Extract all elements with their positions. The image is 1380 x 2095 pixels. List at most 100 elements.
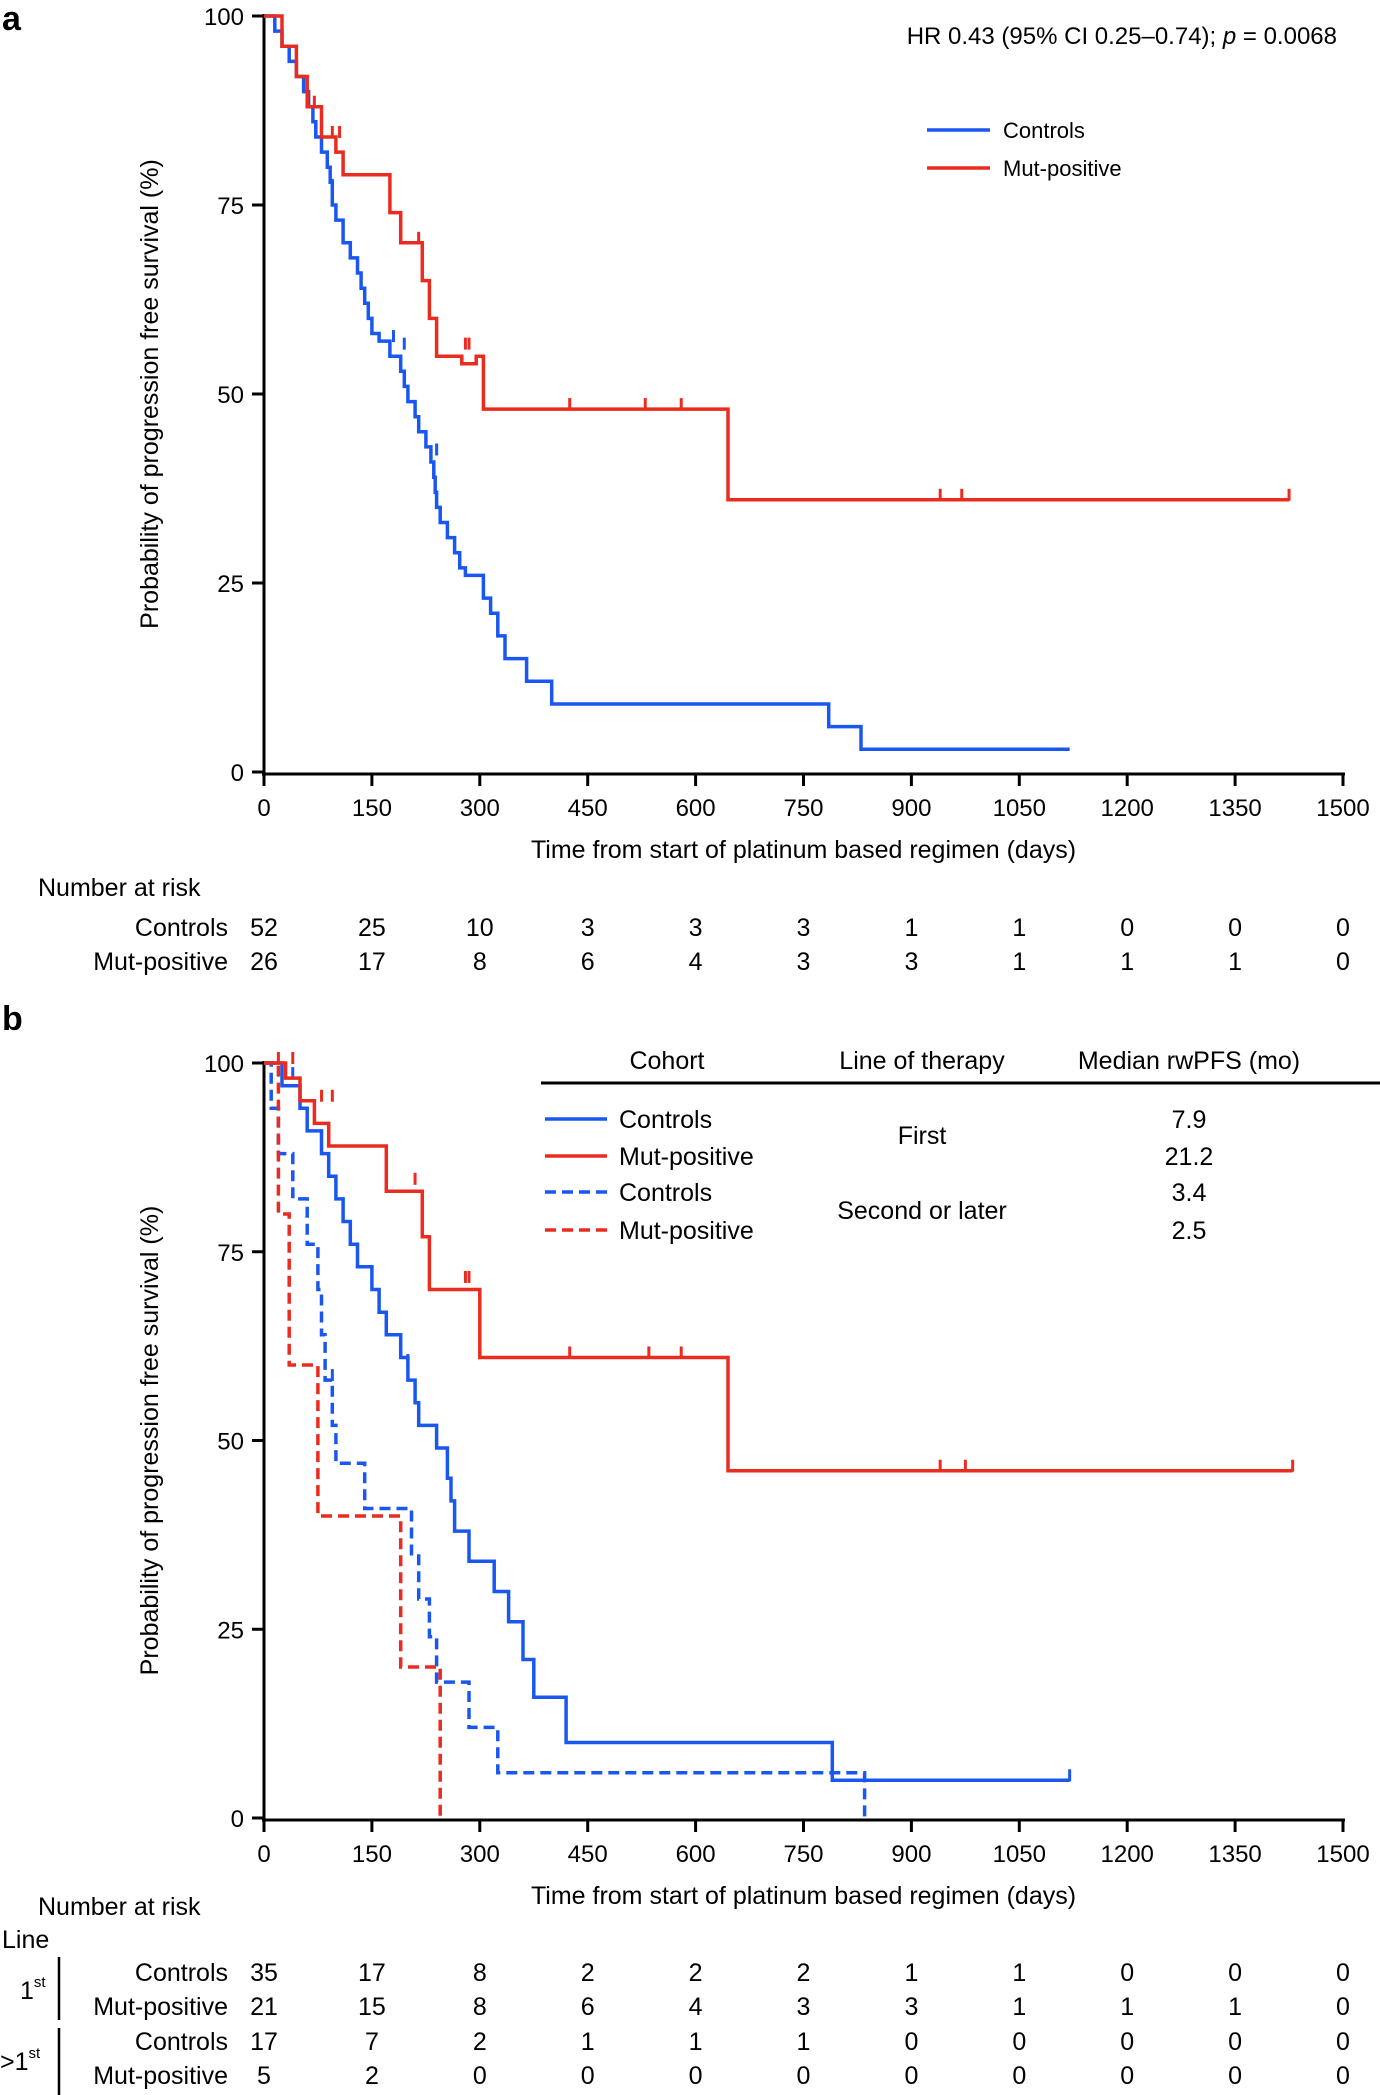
y-tick-label: 50	[217, 382, 244, 409]
risk-count: 0	[1120, 2062, 1134, 2090]
risk-count: 0	[904, 2062, 918, 2090]
hazard-ratio-text: HR 0.43 (95% CI 0.25–0.74); p = 0.0068	[907, 23, 1337, 50]
km-curve	[264, 14, 1070, 752]
risk-count: 0	[1336, 2028, 1350, 2056]
x-axis-title: Time from start of platinum based regime…	[531, 836, 1076, 864]
risk-count: 1	[1012, 948, 1026, 976]
risk-count: 35	[250, 1959, 278, 1987]
risk-count: 0	[1228, 2028, 1242, 2056]
risk-b-values: 35 17 8 2 2 2 1 1 0 0 021 15 8 6 4 3 3 1 1 1 017 7 2 1 1 1 0 0 0 0 05 2…	[250, 1959, 1350, 2090]
risk-count: 6	[581, 1993, 595, 2021]
risk-count: 3	[581, 914, 595, 942]
risk-count: 1	[1228, 1993, 1242, 2021]
y-tick-label: 75	[217, 193, 244, 220]
table-cohort-mut-later: Mut-positive	[619, 1217, 754, 1245]
risk-count: 1	[797, 2028, 811, 2056]
x-axis-title: Time from start of platinum based regime…	[531, 1882, 1076, 1910]
risk-count: 17	[358, 1959, 386, 1987]
panel-a-letter: a	[2, 0, 22, 38]
panel-b-letter: b	[2, 1000, 23, 1038]
x-tick-label: 450	[568, 795, 608, 822]
risk-heading-b: Number at risk	[38, 1893, 201, 1921]
y-tick-label: 25	[217, 571, 244, 598]
y-tick-label: 100	[204, 1051, 244, 1078]
x-tick-label: 0	[257, 795, 270, 822]
table-median-controls-later: 3.4	[1172, 1179, 1207, 1207]
km-curve	[264, 14, 1289, 502]
risk-count: 4	[689, 1993, 703, 2021]
risk-count: 0	[1120, 914, 1134, 942]
curves-a	[264, 14, 1291, 752]
risk-count: 1	[1012, 1993, 1026, 2021]
risk-count: 8	[473, 1993, 487, 2021]
risk-count: 1	[904, 1959, 918, 1987]
x-tick-label: 900	[891, 1841, 931, 1868]
risk-count: 7	[365, 2028, 379, 2056]
risk-count: 3	[904, 1993, 918, 2021]
panel-a: a HR 0.43 (95% CI 0.25–0.74); p = 0.0068…	[2, 0, 1370, 976]
km-curve	[264, 1061, 442, 1818]
risk-count: 2	[581, 1959, 595, 1987]
risk-count: 0	[1012, 2028, 1026, 2056]
axes-a: 0 25 50 75 100 0 150 300 450 600 750 900 1050 1200 135…	[136, 4, 1370, 864]
km-curve	[264, 1061, 867, 1818]
y-axis-title: Probability of progression free survival…	[136, 159, 164, 629]
x-tick-label: 900	[891, 795, 931, 822]
table-median-mut-later: 2.5	[1172, 1217, 1207, 1245]
risk-count: 0	[1336, 948, 1350, 976]
risk-a-controls-label: Controls	[135, 914, 228, 942]
median-table: Cohort Line of therapy Median rwPFS (mo)…	[541, 1047, 1380, 1245]
axes-b: 0 25 50 75 100 0 150 300 450 600 750 900 1050 1200 135…	[136, 1051, 1370, 1910]
risk-count: 2	[365, 2062, 379, 2090]
risk-count: 52	[250, 914, 278, 942]
risk-count: 4	[689, 948, 703, 976]
y-tick-label: 50	[217, 1429, 244, 1456]
y-tick-label: 75	[217, 1240, 244, 1267]
risk-count: 1	[1012, 914, 1026, 942]
risk-count: 0	[1012, 2062, 1026, 2090]
risk-heading-a: Number at risk	[38, 874, 201, 902]
legend-a: Controls Mut-positive	[927, 118, 1122, 181]
risk-b-g1-controls-label: Controls	[135, 1959, 228, 1987]
risk-count: 1	[904, 914, 918, 942]
y-tick-label: 0	[231, 1806, 244, 1833]
x-tick-label: 1200	[1101, 1841, 1154, 1868]
x-tick-label: 150	[352, 1841, 392, 1868]
risk-count: 10	[466, 914, 494, 942]
risk-table-a: Number at risk Controls Mut-positive 52 2…	[38, 874, 1350, 976]
risk-count: 3	[904, 948, 918, 976]
risk-b-g2-mut-label: Mut-positive	[93, 2062, 228, 2090]
x-tick-label: 750	[783, 1841, 823, 1868]
risk-count: 0	[473, 2062, 487, 2090]
risk-count: 3	[797, 948, 811, 976]
table-cohort-controls-first: Controls	[619, 1106, 712, 1134]
y-tick-label: 0	[231, 760, 244, 787]
x-tick-label: 0	[257, 1841, 270, 1868]
risk-count: 2	[473, 2028, 487, 2056]
table-cohort-mut-first: Mut-positive	[619, 1143, 754, 1171]
risk-count: 26	[250, 948, 278, 976]
x-tick-label: 1500	[1316, 795, 1369, 822]
risk-count: 1	[1120, 948, 1134, 976]
risk-count: 1	[1012, 1959, 1026, 1987]
x-tick-label: 600	[676, 1841, 716, 1868]
risk-count: 0	[1228, 1959, 1242, 1987]
risk-b-g2-controls-label: Controls	[135, 2028, 228, 2056]
table-median-mut-first: 21.2	[1165, 1143, 1214, 1171]
x-tick-label: 300	[460, 1841, 500, 1868]
risk-group-1-label: 1st	[20, 1974, 46, 2005]
km-curve	[264, 1061, 1293, 1473]
risk-count: 15	[358, 1993, 386, 2021]
risk-count: 1	[1228, 948, 1242, 976]
risk-count: 0	[1120, 1959, 1134, 1987]
risk-b-g1-mut-label: Mut-positive	[93, 1993, 228, 2021]
risk-count: 8	[473, 948, 487, 976]
risk-count: 2	[689, 1959, 703, 1987]
risk-count: 1	[581, 2028, 595, 2056]
risk-a-mut-label: Mut-positive	[93, 948, 228, 976]
legend-a-controls-label: Controls	[1003, 118, 1085, 143]
y-axis-title: Probability of progression free survival…	[136, 1206, 164, 1676]
risk-count: 0	[1228, 914, 1242, 942]
risk-count: 0	[797, 2062, 811, 2090]
